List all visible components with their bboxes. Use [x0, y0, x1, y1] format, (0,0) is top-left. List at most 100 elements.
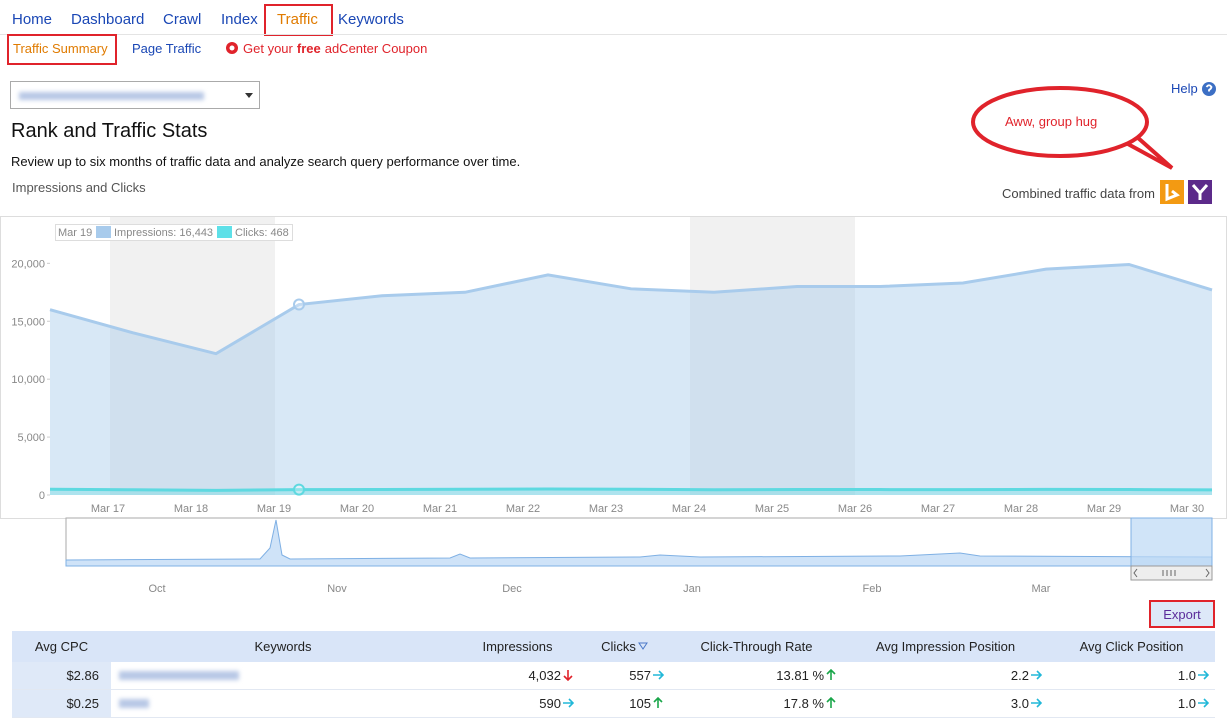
subnav-traffic-summary[interactable]: Traffic Summary — [13, 41, 108, 56]
x-tick-label: Mar 19 — [257, 503, 291, 515]
y-tick-label: 20,000 — [11, 258, 45, 270]
tooltip-date: Mar 19 — [58, 227, 92, 239]
y-tick-label: 15,000 — [11, 316, 45, 328]
coupon-bold: free — [296, 41, 321, 56]
tooltip-box — [55, 224, 293, 241]
trend-arrow — [1030, 669, 1043, 681]
x-tick-label: Mar 20 — [340, 503, 374, 515]
header-cell[interactable]: Clicks — [580, 631, 670, 662]
highlight-box — [7, 34, 117, 65]
export-button[interactable]: Export — [1149, 600, 1215, 628]
area-line — [49, 262, 1213, 356]
cell: 4,032 — [528, 668, 561, 683]
dropdown-arrow — [245, 93, 253, 98]
cell: 1.0 — [1177, 668, 1196, 683]
tooltip-swatch — [217, 226, 232, 238]
callout-text: Aww, group hug — [1005, 114, 1097, 129]
nav-crawl[interactable]: Crawl — [163, 11, 202, 28]
cell: 17.8 % — [783, 696, 824, 711]
cell: 590 — [539, 696, 561, 711]
y-tick-label: 10,000 — [11, 374, 45, 386]
header-cell[interactable]: Click-Through Rate — [670, 631, 843, 662]
header-cell[interactable]: Keywords — [111, 631, 455, 662]
subnav-page-traffic[interactable]: Page Traffic — [132, 41, 202, 56]
help-icon[interactable] — [1201, 81, 1217, 97]
nav-divider — [0, 34, 1227, 35]
description: Review up to six months of traffic data … — [11, 154, 521, 169]
nav-index[interactable]: Index — [221, 11, 258, 28]
site-dropdown[interactable] — [10, 81, 260, 109]
x-tick-label: Mar 17 — [91, 503, 125, 515]
cell: 105 — [629, 696, 651, 711]
cell: 1.0 — [1177, 696, 1196, 711]
overview-selection[interactable] — [1130, 517, 1213, 567]
cell: 2.2 — [1010, 668, 1029, 683]
trend-arrow — [562, 669, 574, 682]
table-header: Avg CPC Keywords Impressions Clicks Clic… — [12, 631, 1215, 662]
header-cell[interactable]: Impressions — [455, 631, 580, 662]
overview-month: Nov — [327, 583, 347, 595]
x-tick-label: Mar 22 — [506, 503, 540, 515]
trend-arrow — [652, 696, 664, 709]
nav-home[interactable]: Home — [12, 11, 53, 28]
chart: 0 5,000 10,000 15,000 20,000 Mar 17 Mar 18 Mar … — [0, 216, 1227, 595]
blurred-keyword — [119, 671, 239, 680]
tooltip-swatch — [96, 226, 111, 238]
trend-arrow — [1197, 669, 1210, 681]
header-cell[interactable]: Avg CPC — [12, 631, 111, 662]
trend-arrow — [652, 669, 665, 681]
highlight-box — [264, 4, 333, 36]
trend-arrow — [562, 697, 575, 709]
coupon-icon — [226, 42, 238, 54]
callout: Aww, group hug — [971, 86, 1174, 170]
page-title: Rank and Traffic Stats — [11, 120, 208, 142]
trend-arrow — [1030, 697, 1043, 709]
x-tick-label: Mar 26 — [838, 503, 872, 515]
cell: 557 — [629, 668, 651, 683]
table-row: $2.86 4,032 557 13.81 % 2.2 1.0 — [12, 662, 1215, 690]
weekend-band — [110, 217, 275, 495]
x-tick-label: Mar 30 — [1170, 503, 1204, 515]
header-text: Clicks — [601, 639, 636, 654]
x-tick-label: Mar 29 — [1087, 503, 1121, 515]
engine-logos — [1160, 180, 1212, 204]
keyword-table: Avg CPC Keywords Impressions Clicks Clic… — [12, 631, 1215, 718]
nav-dashboard[interactable]: Dashboard — [71, 11, 145, 28]
x-tick-label: Mar 18 — [174, 503, 208, 515]
header-cell[interactable]: Avg Click Position — [1048, 631, 1215, 662]
y-tick-label: 0 — [39, 490, 45, 502]
area-fill — [50, 264, 1212, 495]
overview-month: Mar — [1032, 583, 1051, 595]
header-cell[interactable]: Avg Impression Position — [843, 631, 1048, 662]
hover-marker — [293, 298, 305, 311]
tooltip-item: Clicks: 468 — [235, 227, 289, 239]
blurred-keyword — [119, 699, 149, 708]
tooltip-item: Impressions: 16,443 — [114, 227, 213, 239]
table-row: $0.25 590 105 17.8 % 3.0 1.0 — [12, 689, 1215, 718]
x-tick-label: Mar 23 — [589, 503, 623, 515]
overview-month: Feb — [863, 583, 882, 595]
nav-traffic[interactable]: Traffic — [277, 11, 318, 28]
sort-icon — [637, 642, 648, 650]
coupon-text: adCenter Coupon — [324, 41, 428, 56]
cell: $0.25 — [66, 696, 99, 711]
help-link[interactable]: Help — [1171, 81, 1198, 96]
coupon-link[interactable]: Get your free adCenter Coupon — [243, 41, 427, 56]
x-tick-label: Mar 25 — [755, 503, 789, 515]
combined-label: Combined traffic data from — [1002, 186, 1155, 201]
weekend-band — [690, 217, 855, 495]
trend-arrow — [825, 668, 837, 681]
blurred-site — [19, 92, 204, 100]
trend-arrow — [825, 696, 837, 709]
trend-arrow — [1197, 697, 1210, 709]
x-tick-label: Mar 24 — [672, 503, 706, 515]
overview-month: Oct — [148, 583, 165, 595]
x-tick-label: Mar 21 — [423, 503, 457, 515]
x-tick-label: Mar 28 — [1004, 503, 1038, 515]
nav-keywords[interactable]: Keywords — [338, 11, 404, 28]
y-tick-label: 5,000 — [17, 432, 45, 444]
cell: $2.86 — [66, 668, 99, 683]
area-line — [49, 487, 1213, 492]
